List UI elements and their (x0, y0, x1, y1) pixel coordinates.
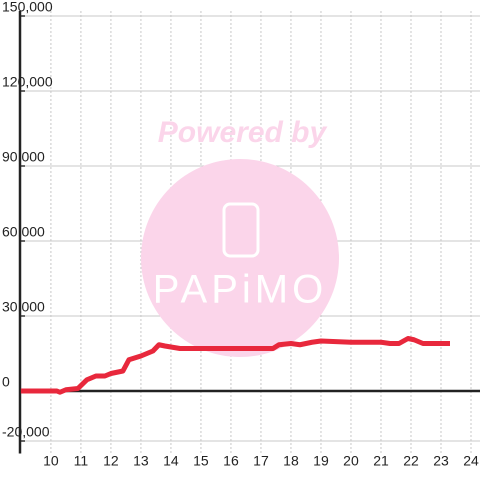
y-tick-label: 60,000 (2, 224, 45, 240)
watermark-circle (141, 159, 339, 357)
x-tick-label: 24 (463, 453, 479, 469)
watermark-text: Powered by (158, 116, 328, 149)
watermark-phone (222, 202, 260, 258)
y-tick-label: 90,000 (2, 149, 45, 165)
x-tick-label: 21 (373, 453, 389, 469)
x-tick-label: 15 (193, 453, 209, 469)
watermark-logo: PAPiMO (153, 268, 327, 312)
x-tick-label: 22 (403, 453, 419, 469)
x-tick-label: 18 (283, 453, 299, 469)
y-tick-label: 30,000 (2, 299, 45, 315)
x-tick-label: 23 (433, 453, 449, 469)
x-tick-label: 11 (74, 453, 89, 469)
x-tick-label: 17 (253, 453, 269, 469)
watermark: Powered by PAPiMO (141, 116, 339, 357)
x-tick-label: 12 (103, 453, 119, 469)
y-tick-label: 120,000 (2, 74, 53, 90)
x-tick-label: 16 (223, 453, 239, 469)
y-tick-label: 150,000 (2, 0, 53, 15)
x-tick-label: 19 (313, 453, 329, 469)
x-tick-label: 13 (133, 453, 149, 469)
x-tick-label: 20 (343, 453, 359, 469)
y-tick-label: 0 (2, 374, 10, 390)
x-tick-label: 10 (43, 453, 59, 469)
x-tick-label: 14 (163, 453, 179, 469)
y-tick-label: -20,000 (2, 424, 50, 440)
line-series (20, 336, 450, 395)
